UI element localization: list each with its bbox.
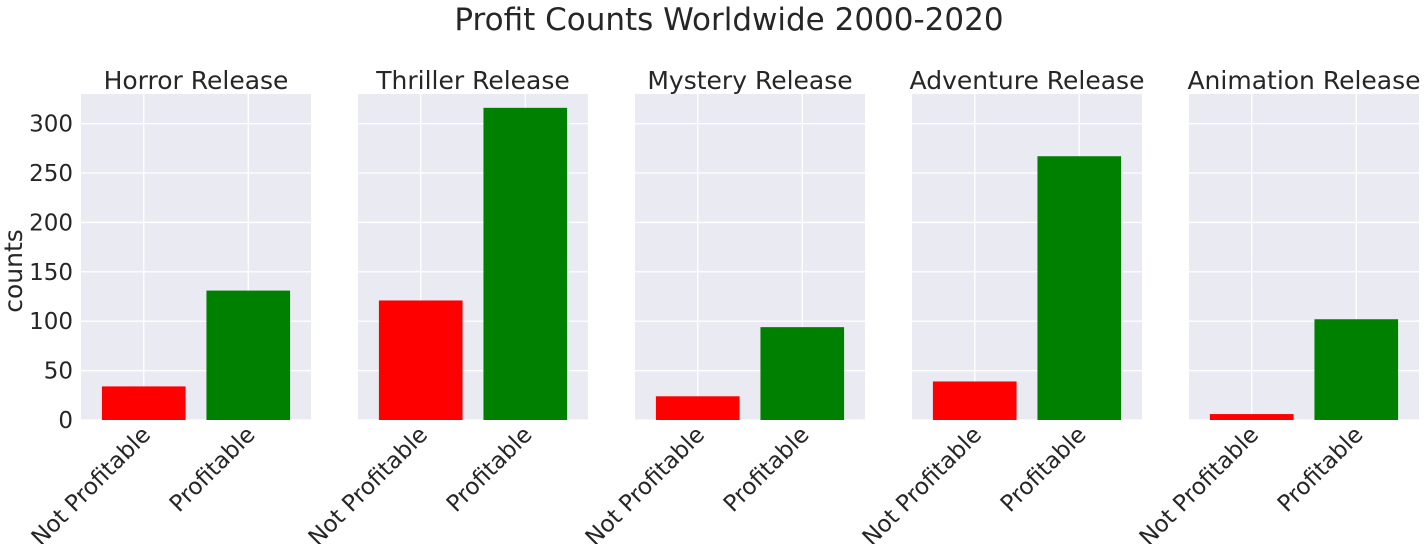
bar-not-profitable — [101, 386, 186, 420]
subplot-mystery-release: Mystery Release Not Profitable Profitable — [581, 66, 865, 544]
x-tick-label: Not Profitable — [858, 422, 987, 544]
subplot-horror-release: Horror Release 0 50 100 150 200 250 300 Not Prof… — [27, 66, 311, 544]
y-tick-label: 300 — [29, 112, 73, 138]
bar-not-profitable — [378, 300, 463, 420]
figure-title: Profit Counts Worldwide 2000-2020 — [454, 2, 1003, 38]
subplot-title: Adventure Release — [910, 66, 1145, 95]
y-tick-label: 100 — [29, 309, 73, 335]
bar-not-profitable — [932, 381, 1017, 420]
y-tick-label: 250 — [29, 161, 73, 187]
x-tick-label: Not Profitable — [1135, 422, 1264, 544]
bar-profitable — [483, 107, 568, 421]
subplots: Horror Release 0 50 100 150 200 250 300 Not Prof… — [27, 66, 1421, 544]
subplot-title: Animation Release — [1187, 66, 1420, 95]
subplot-title: Mystery Release — [647, 66, 852, 95]
bar-profitable — [760, 327, 845, 420]
x-tick-label: Profitable — [165, 422, 261, 518]
subplot-animation-release: Animation Release Not Profitable Profitabl… — [1135, 66, 1421, 544]
x-tick-label: Profitable — [1273, 422, 1369, 518]
y-tick-label: 200 — [29, 210, 73, 236]
x-tick-label: Not Profitable — [304, 422, 433, 544]
y-tick-label: 150 — [29, 260, 73, 286]
bar-profitable — [1037, 156, 1122, 420]
subplot-thriller-release: Thriller Release Not Profitable Profitable — [304, 66, 588, 544]
y-tick-label: 50 — [44, 359, 73, 385]
y-tick-label: 0 — [58, 408, 73, 434]
x-tick-label: Profitable — [996, 422, 1092, 518]
bar-profitable — [206, 290, 291, 420]
bar-not-profitable — [1209, 414, 1294, 420]
x-tick-label: Profitable — [442, 422, 538, 518]
bar-not-profitable — [655, 396, 740, 420]
x-tick-label: Not Profitable — [581, 422, 710, 544]
subplot-title: Horror Release — [104, 66, 289, 95]
subplot-title: Thriller Release — [375, 66, 570, 95]
x-tick-label: Not Profitable — [27, 422, 156, 544]
bar-profitable — [1314, 319, 1399, 420]
subplot-adventure-release: Adventure Release Not Profitable Profitabl… — [858, 66, 1145, 544]
y-axis-label: counts — [0, 229, 28, 313]
x-tick-label: Profitable — [719, 422, 815, 518]
